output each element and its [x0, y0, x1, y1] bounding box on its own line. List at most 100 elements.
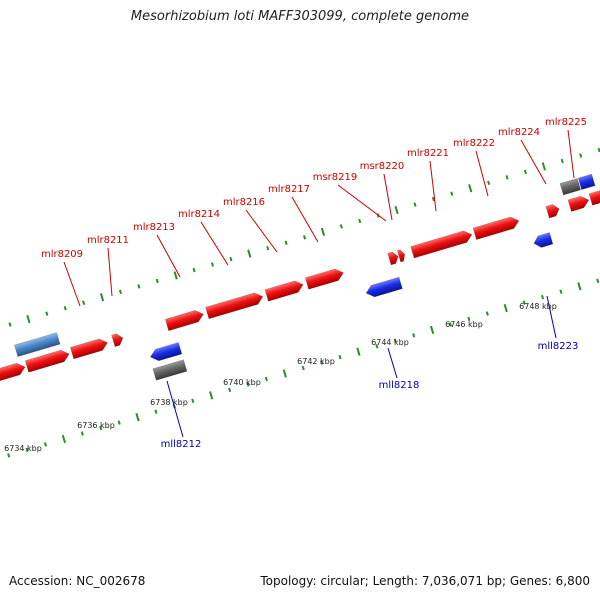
scale-tick — [413, 202, 417, 207]
scale-tick — [284, 240, 288, 245]
scale-tick — [485, 311, 489, 316]
callout-line — [156, 234, 181, 278]
gene-arrow[interactable] — [24, 348, 71, 373]
gene-arrow[interactable] — [304, 267, 345, 290]
callout-line — [107, 247, 113, 297]
gene-label-mlr8209[interactable]: mlr8209 — [41, 249, 83, 260]
scale-label-6744: 6744 kbp — [371, 338, 409, 347]
scale-ticks — [7, 147, 600, 458]
genome-backbone — [0, 186, 600, 402]
gene-arrow[interactable] — [164, 308, 205, 332]
scale-tick — [247, 249, 252, 258]
accession-text: Accession: NC_002678 — [9, 574, 146, 588]
gene-label-mlr8211[interactable]: mlr8211 — [87, 235, 129, 246]
scale-tick — [577, 282, 582, 291]
scale-tick — [303, 235, 307, 240]
scale-tick — [99, 293, 105, 302]
scale-tick — [559, 289, 563, 294]
pseudo-gene[interactable] — [152, 359, 188, 381]
gene-label-mlr8224[interactable]: mlr8224 — [498, 127, 540, 138]
gene-arrow[interactable] — [577, 173, 596, 191]
gene-arrow[interactable] — [364, 276, 403, 299]
map-title: Mesorhizobium loti MAFF303099, complete … — [130, 9, 470, 24]
scale-tick — [82, 300, 86, 305]
rna-gene[interactable] — [14, 332, 61, 358]
gene-label-mlr8217[interactable]: mlr8217 — [268, 184, 310, 195]
scale-tick — [320, 227, 326, 236]
scale-tick — [522, 300, 526, 305]
pseudo-gene[interactable] — [559, 178, 582, 196]
scale-tick — [154, 409, 158, 414]
gene-label-msr8220[interactable]: msr8220 — [360, 161, 405, 172]
gene-label-mlr8213[interactable]: mlr8213 — [133, 222, 175, 233]
callout-line — [200, 221, 229, 266]
gene-arrow[interactable] — [264, 279, 305, 302]
scale-tick — [7, 453, 11, 458]
topology-text: Topology: circular; Length: 7,036,071 bp… — [260, 574, 590, 588]
scale-tick — [301, 365, 305, 371]
scale-tick — [117, 420, 121, 425]
gene-label-mll8223[interactable]: mll8223 — [538, 341, 579, 352]
gene-label-mlr8214[interactable]: mlr8214 — [178, 209, 220, 220]
scale-label-6734: 6734 kbp — [4, 444, 42, 453]
scale-tick — [541, 294, 545, 300]
scale-tick — [246, 382, 250, 387]
gene-label-mlr8225[interactable]: mlr8225 — [545, 117, 587, 128]
scale-tick — [99, 425, 103, 431]
scale-tick — [596, 278, 600, 284]
scale-tick — [338, 354, 342, 360]
gene-arrow[interactable] — [396, 249, 406, 263]
gene-arrow[interactable] — [532, 232, 554, 250]
gene-arrow[interactable] — [205, 291, 265, 320]
gene-arrow[interactable] — [387, 251, 400, 266]
callout-line — [429, 160, 437, 212]
scale-tick — [431, 196, 435, 202]
gene-arrow[interactable] — [588, 182, 600, 206]
scale-tick — [266, 246, 270, 251]
scale-tick — [375, 344, 379, 349]
gene-arrow[interactable] — [0, 361, 27, 386]
gene-label-mlr8222[interactable]: mlr8222 — [453, 138, 495, 149]
scale-tick — [282, 369, 287, 378]
callout-line — [546, 295, 557, 339]
gene-label-mlr8216[interactable]: mlr8216 — [223, 197, 265, 208]
scale-tick — [135, 413, 140, 422]
gene-arrow[interactable] — [545, 203, 561, 219]
gene-arrow[interactable] — [567, 194, 591, 212]
scale-tick — [80, 431, 84, 436]
scale-tick — [394, 205, 399, 215]
gene-label-mll8212[interactable]: mll8212 — [161, 439, 202, 450]
gene-arrow[interactable] — [410, 229, 474, 259]
gene-arrow[interactable] — [472, 215, 521, 240]
scale-tick — [541, 162, 546, 171]
scale-tick — [579, 153, 583, 158]
callout-line — [291, 196, 319, 243]
gene-arrow[interactable] — [69, 337, 109, 360]
scale-label-6742: 6742 kbp — [297, 357, 335, 366]
gene-label-mlr8221[interactable]: mlr8221 — [407, 148, 449, 159]
callout-line — [567, 129, 575, 179]
scale-tick — [155, 278, 159, 284]
scale-tick — [358, 218, 362, 224]
scale-tick — [560, 158, 564, 164]
scale-tick — [192, 267, 196, 273]
scale-tick — [25, 447, 29, 453]
scale-tick — [8, 322, 12, 327]
scale-tick — [523, 169, 527, 175]
scale-tick — [468, 184, 473, 193]
scale-tick — [137, 284, 141, 289]
scale-label-6736: 6736 kbp — [77, 421, 115, 430]
scale-tick — [487, 180, 491, 185]
callout-line — [383, 173, 393, 221]
scale-tick — [61, 434, 66, 444]
gene-arrow[interactable] — [111, 332, 125, 348]
gene-label-msr8219[interactable]: msr8219 — [313, 172, 358, 183]
scale-tick — [429, 325, 435, 335]
callout-line — [387, 347, 398, 379]
callout-line — [520, 139, 547, 185]
scale-tick — [26, 314, 31, 324]
gene-label-mll8218[interactable]: mll8218 — [379, 380, 420, 391]
gene-arrow[interactable] — [149, 342, 183, 362]
scale-label-6740: 6740 kbp — [223, 378, 261, 387]
